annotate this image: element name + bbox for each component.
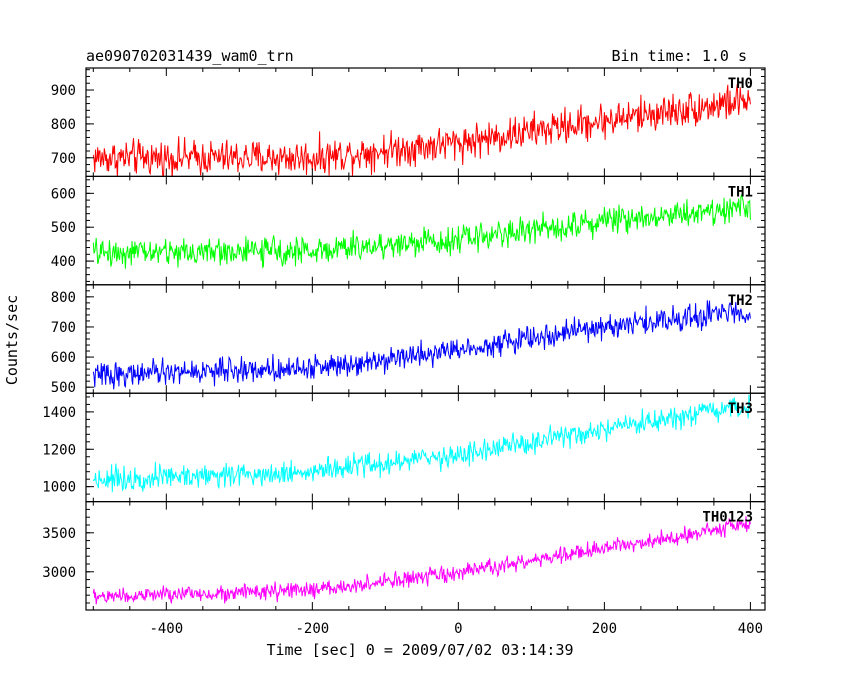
x-tick-label: 0 xyxy=(454,621,462,637)
y-tick-label: 3000 xyxy=(42,565,76,581)
series-line-th3 xyxy=(92,394,751,493)
y-tick-label: 900 xyxy=(51,83,76,99)
y-tick-label: 800 xyxy=(51,117,76,133)
y-tick-label: 1200 xyxy=(42,442,76,458)
panel-frame-th2 xyxy=(85,284,766,394)
x-tick-label: -400 xyxy=(149,621,183,637)
panel-label-th3: TH3 xyxy=(728,401,753,417)
panel-th0123: 3000 3500 TH0123 xyxy=(42,501,766,611)
panel-label-th0: TH0 xyxy=(728,76,753,92)
x-axis-label: Time [sec] 0 = 2009/07/02 03:14:39 xyxy=(266,641,573,659)
y-tick-label: 600 xyxy=(51,186,76,202)
bin-time-label: Bin time: 1.0 s xyxy=(612,47,747,65)
y-tick-label: 600 xyxy=(51,350,76,366)
y-tick-label: 1000 xyxy=(42,480,76,496)
y-tick-label: 1400 xyxy=(42,405,76,421)
panel-frame-th0123 xyxy=(85,501,766,611)
y-tick-label: 3500 xyxy=(42,526,76,542)
y-tick-label: 700 xyxy=(51,320,76,336)
series-line-th0123 xyxy=(92,516,751,605)
panel-th3: 1000 1200 1400 TH3 xyxy=(42,392,766,503)
x-tick-label: 400 xyxy=(738,621,763,637)
x-tick-label: 200 xyxy=(592,621,617,637)
x-tick-label: -200 xyxy=(295,621,329,637)
panel-th0: 700 800 900 TH0 xyxy=(51,67,766,178)
series-line-th0 xyxy=(92,83,751,177)
panel-label-th0123: TH0123 xyxy=(702,510,753,526)
y-tick-label: 500 xyxy=(51,220,76,236)
y-tick-label: 400 xyxy=(51,254,76,270)
series-line-th1 xyxy=(92,194,751,269)
panel-th1: 400 500 600 TH1 xyxy=(51,175,766,286)
panel-label-th2: TH2 xyxy=(728,293,753,309)
panel-frame-th3 xyxy=(85,392,766,503)
panel-th2: 500 600 700 800 TH2 xyxy=(51,284,766,396)
y-tick-label: 700 xyxy=(51,151,76,167)
y-axis-label: Counts/sec xyxy=(3,295,21,385)
series-line-th2 xyxy=(92,300,751,390)
panel-label-th1: TH1 xyxy=(728,184,753,200)
panel-frame-th1 xyxy=(85,175,766,286)
panels-group: 700 800 900 TH0 400 500 600 TH1 500 600 700 800 TH2 1… xyxy=(42,67,766,637)
y-tick-label: 800 xyxy=(51,290,76,306)
chart-title: ae090702031439_wam0_trn xyxy=(86,47,294,65)
y-tick-label: 500 xyxy=(51,380,76,396)
